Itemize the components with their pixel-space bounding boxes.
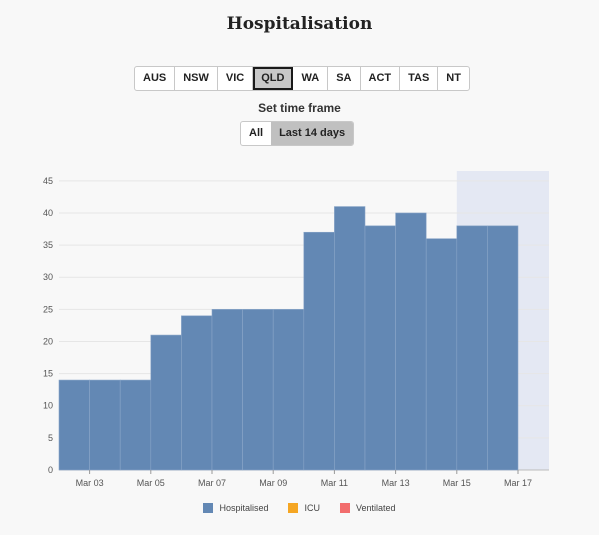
bar[interactable] <box>364 225 396 471</box>
y-tick-label: 25 <box>43 304 53 314</box>
region-tab-nsw[interactable]: NSW <box>175 67 218 90</box>
timeframe-selector: All Last 14 days <box>240 121 355 146</box>
legend-swatch <box>203 503 214 513</box>
x-tick-label: Mar 13 <box>382 478 410 488</box>
region-tab-aus[interactable]: AUS <box>135 67 176 90</box>
region-tab-sa[interactable]: SA <box>328 67 361 90</box>
y-tick-label: 10 <box>43 401 53 411</box>
bar[interactable] <box>334 206 366 471</box>
legend-label: Hospitalised <box>219 503 269 513</box>
legend-label: Ventilated <box>355 503 396 513</box>
bar[interactable] <box>119 379 152 471</box>
bar[interactable] <box>303 231 335 471</box>
bar[interactable] <box>272 309 305 471</box>
timeframe-option-last-14-days[interactable]: Last 14 days <box>271 122 354 145</box>
legend-item-icu[interactable]: ICU <box>288 503 320 513</box>
region-tab-vic[interactable]: VIC <box>218 67 254 90</box>
legend-item-hospitalised[interactable]: Hospitalised <box>203 503 268 513</box>
bar[interactable] <box>89 379 121 471</box>
region-tab-tas[interactable]: TAS <box>400 67 439 90</box>
y-tick-label: 0 <box>48 465 53 475</box>
bar[interactable] <box>58 379 90 471</box>
legend-label: ICU <box>304 503 320 513</box>
y-tick-label: 20 <box>43 336 53 346</box>
bar[interactable] <box>395 212 427 471</box>
y-tick-label: 40 <box>43 208 53 218</box>
legend-swatch <box>339 503 350 513</box>
hospitalisation-bar-chart: 0 5 10 15 20 25 30 35 40 45 Mar 03 Mar 05 Mar 07 Mar … <box>43 171 549 488</box>
region-tab-nt[interactable]: NT <box>446 72 461 84</box>
region-tab-act[interactable]: ACT <box>361 67 401 90</box>
bar[interactable] <box>456 225 488 471</box>
x-tick-label: Mar 17 <box>504 478 532 488</box>
x-tick-label: Mar 07 <box>198 478 226 488</box>
bar[interactable] <box>425 238 458 471</box>
y-tick-label: 30 <box>43 272 53 282</box>
x-tick-label: Mar 15 <box>443 478 471 488</box>
legend-swatch <box>288 503 299 513</box>
y-tick-label: 45 <box>43 176 53 186</box>
region-selector: AUS NSW VIC QLD WA SA ACT TAS NT <box>134 66 470 91</box>
x-tick-label: Mar 11 <box>321 478 348 488</box>
timeframe-label: Set time frame <box>258 101 341 115</box>
x-tick-label: Mar 03 <box>76 478 104 488</box>
x-tick-label: Mar 05 <box>137 478 165 488</box>
y-tick-label: 15 <box>43 369 53 379</box>
bar[interactable] <box>242 309 274 471</box>
bar[interactable] <box>211 309 243 471</box>
bar[interactable] <box>487 225 519 471</box>
chart-title: Hospitalisation <box>226 14 373 34</box>
region-tab-qld[interactable]: QLD <box>253 67 294 90</box>
bar[interactable] <box>181 315 213 471</box>
region-tab-wa[interactable]: WA <box>293 67 329 90</box>
timeframe-option-all[interactable]: All <box>249 127 264 139</box>
y-tick-label: 35 <box>43 240 53 250</box>
y-tick-label: 5 <box>48 433 53 443</box>
chart-legend: Hospitalised ICU Ventilated <box>0 503 599 513</box>
x-tick-label: Mar 09 <box>259 478 287 488</box>
legend-item-ventilated[interactable]: Ventilated <box>339 503 396 513</box>
bar[interactable] <box>150 334 182 471</box>
